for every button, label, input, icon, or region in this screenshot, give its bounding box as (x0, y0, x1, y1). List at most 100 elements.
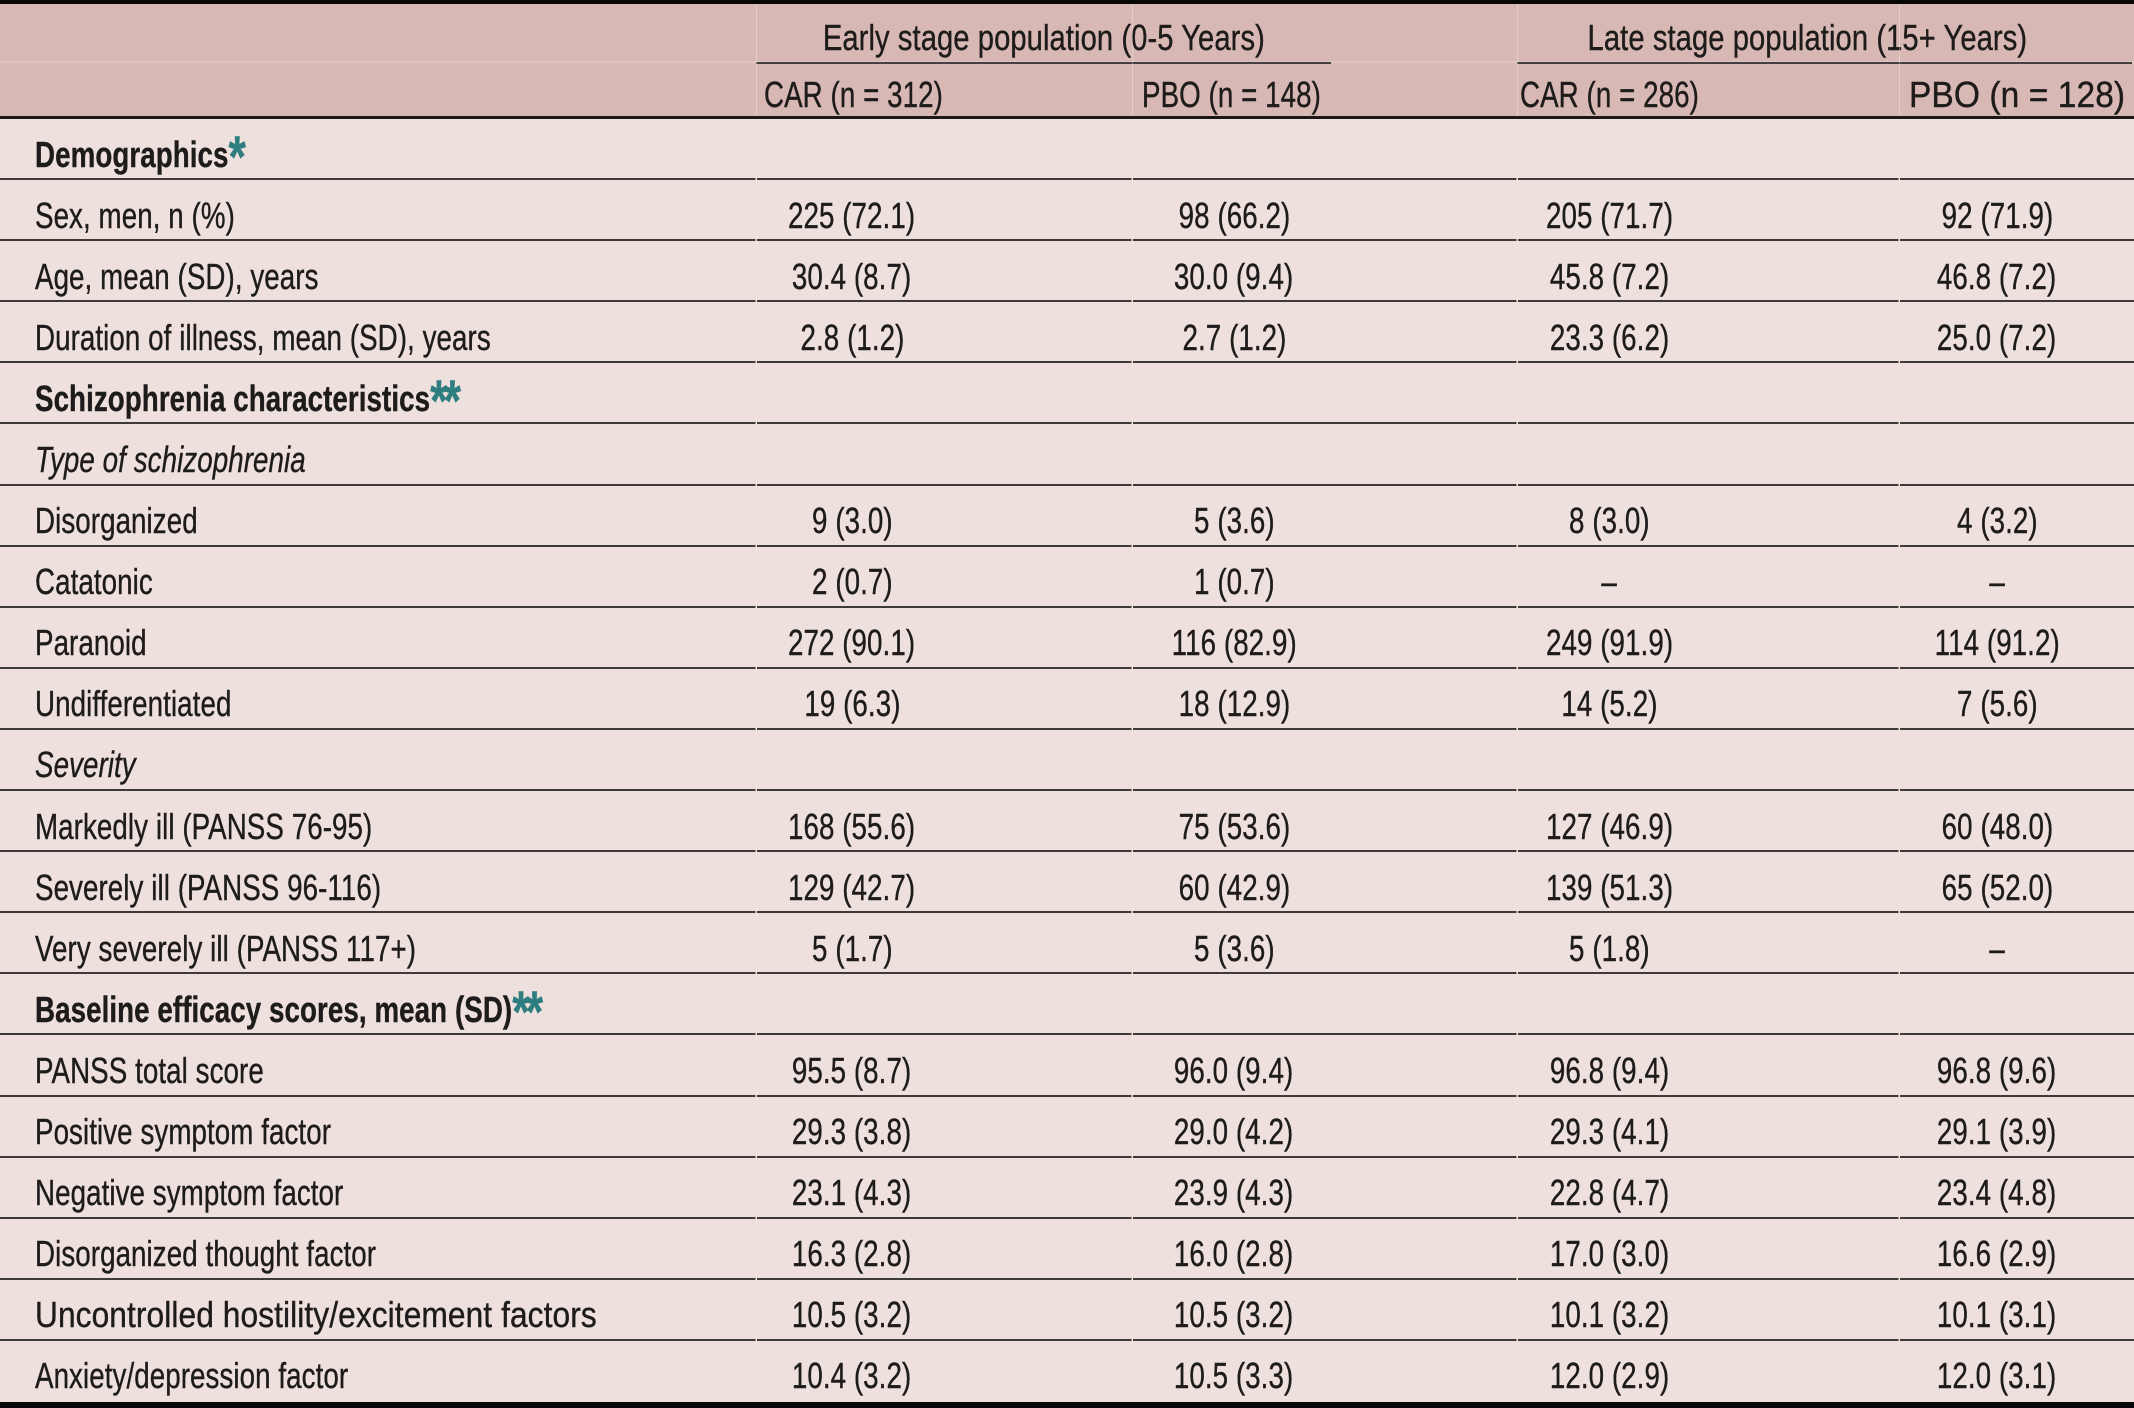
row-label-value: Type of schizophrenia (34, 439, 306, 481)
row-label: Sex, men, n (%) (34, 180, 295, 241)
row-label-text: PANSS total score (34, 1050, 263, 1092)
cell-value: 139 (51.3) (1400, 852, 1820, 913)
cell-value-text: 96.8 (9.6) (1937, 1049, 2057, 1091)
row-separator (0, 727, 2134, 730)
cell-value (1400, 974, 1820, 1035)
cell-value-text: 10.1 (3.1) (1937, 1294, 2057, 1336)
cell-value (1024, 119, 1444, 180)
row-separator (0, 178, 2134, 181)
table-row: Severely ill (PANSS 96-116) 129 (42.7) 60 … (0, 852, 2134, 913)
cell-value-text: 22.8 (4.7) (1549, 1172, 1670, 1214)
column-divider (756, 4, 758, 119)
row-label-value: Very severely ill (PANSS 117+) (34, 927, 416, 969)
cell-value-text: 65 (52.0) (1941, 866, 2053, 908)
cell-value: 116 (82.9) (1024, 608, 1444, 669)
cell-value (642, 363, 1062, 424)
row-label: Demographics* (34, 119, 304, 186)
cell-value: 22.8 (4.7) (1400, 1158, 1820, 1219)
cell-value: 23.3 (6.2) (1400, 302, 1820, 363)
cell-value (1024, 730, 1444, 791)
cell-value-text: 9 (3.0) (811, 500, 893, 542)
row-label: PANSS total score (34, 1035, 332, 1096)
row-label-text: Paranoid (34, 622, 147, 664)
row-label-text: Severity (34, 744, 136, 786)
row-label: Positive symptom factor (34, 1097, 419, 1158)
spanner-late-stage: Late stage population (15+ Years) (1327, 4, 2134, 62)
cell-value: 129 (42.7) (642, 852, 1062, 913)
table-row: Markedly ill (PANSS 76-95) 168 (55.6) 75 (… (0, 791, 2134, 852)
table-row: Age, mean (SD), years 30.4 (8.7) 30.0 (9.4… (0, 241, 2134, 302)
column-divider (1132, 4, 1134, 119)
subsection-row: Severity (0, 730, 2134, 791)
cell-value-text: 249 (91.9) (1545, 622, 1674, 664)
row-label-text: Sex, men, n (%) (34, 194, 235, 237)
cell-value-text: 75 (53.6) (1178, 805, 1290, 847)
cell-value: 10.5 (3.2) (642, 1280, 1062, 1341)
cell-value-text: 30.4 (8.7) (792, 255, 912, 297)
cell-value-text: 10.4 (3.2) (792, 1355, 912, 1397)
cell-value (1787, 363, 2134, 424)
cell-value: 95.5 (8.7) (642, 1035, 1062, 1096)
row-separator (0, 422, 2134, 425)
cell-value: 25.0 (7.2) (1787, 302, 2134, 363)
cell-value: 17.0 (3.0) (1400, 1219, 1820, 1280)
cell-value (1787, 974, 2134, 1035)
row-label-text: Undifferentiated (34, 683, 231, 725)
row-separator (0, 1277, 2134, 1280)
cell-value-text: 5 (1.8) (1569, 927, 1650, 969)
cell-value-text: 116 (82.9) (1171, 622, 1297, 664)
row-separator (0, 1155, 2134, 1158)
row-label-text: Anxiety/depression factor (34, 1355, 347, 1397)
cell-value: 16.0 (2.8) (1024, 1219, 1444, 1280)
cell-value: 10.5 (3.2) (1024, 1280, 1444, 1341)
table-row: Very severely ill (PANSS 117+) 5 (1.7) 5 (… (0, 913, 2134, 974)
column-header-label: PBO (n = 128) (1909, 74, 2126, 115)
row-label: Duration of illness, mean (SD), years (34, 302, 627, 363)
cell-value-text: – (1989, 927, 2005, 969)
cell-value-text: 272 (90.1) (788, 622, 916, 664)
cell-value-text: 10.1 (3.2) (1549, 1294, 1670, 1336)
cell-value-text: 45.8 (7.2) (1549, 255, 1670, 297)
row-separator (0, 605, 2134, 608)
cell-value (1400, 424, 1820, 485)
table-row: Negative symptom factor 23.1 (4.3) 23.9 (4… (0, 1158, 2134, 1219)
column-header: PBO (n = 128) (1909, 64, 2134, 116)
spanner-late-rule (1517, 62, 2132, 65)
row-label-value: Positive symptom factor (34, 1111, 331, 1153)
row-label-value: Disorganized thought factor (34, 1233, 376, 1275)
cell-value-text: 23.1 (4.3) (792, 1172, 912, 1214)
row-label-value: Sex, men, n (%) (34, 194, 235, 236)
row-label: Baseline efficacy scores, mean (SD)** (34, 974, 690, 1041)
row-label: Severely ill (PANSS 96-116) (34, 852, 485, 913)
cell-value: 1 (0.7) (1024, 547, 1444, 608)
row-separator (0, 300, 2134, 303)
row-label-value: Disorganized (34, 500, 198, 542)
cell-value (642, 974, 1062, 1035)
table-row: Disorganized thought factor 16.3 (2.8) 16.… (0, 1219, 2134, 1280)
row-separator (0, 239, 2134, 242)
row-label-text: Age, mean (SD), years (34, 256, 318, 298)
spanner-early-rule (756, 62, 1331, 65)
cell-value-text: 25.0 (7.2) (1937, 316, 2057, 358)
row-separator (0, 972, 2134, 975)
cell-value: 2.7 (1.2) (1024, 302, 1444, 363)
row-label: Type of schizophrenia (34, 424, 387, 485)
cell-value-text: 30.0 (9.4) (1174, 255, 1294, 297)
table-row: Paranoid 272 (90.1) 116 (82.9) 249 (91.9) 11… (0, 608, 2134, 669)
cell-value-text: 2.7 (1.2) (1182, 316, 1286, 358)
row-label-value: Severely ill (PANSS 96-116) (34, 866, 381, 908)
row-label-text: Duration of illness, mean (SD), years (34, 317, 490, 359)
cell-value: – (1787, 913, 2134, 974)
cell-value-text: 60 (48.0) (1941, 805, 2053, 847)
table-row: Positive symptom factor 29.3 (3.8) 29.0 (4… (0, 1097, 2134, 1158)
row-label-value: Paranoid (34, 622, 147, 664)
cell-value: 10.5 (3.3) (1024, 1341, 1444, 1402)
cell-value-text: 23.4 (4.8) (1937, 1172, 2057, 1214)
row-label-value: Severity (34, 744, 136, 786)
column-header-label: CAR (n = 312) (764, 74, 943, 115)
cell-value (642, 424, 1062, 485)
header-row-divider (0, 61, 2134, 63)
section-row: Baseline efficacy scores, mean (SD)** (0, 974, 2134, 1041)
cell-value: 60 (42.9) (1024, 852, 1444, 913)
row-separator (0, 1094, 2134, 1097)
